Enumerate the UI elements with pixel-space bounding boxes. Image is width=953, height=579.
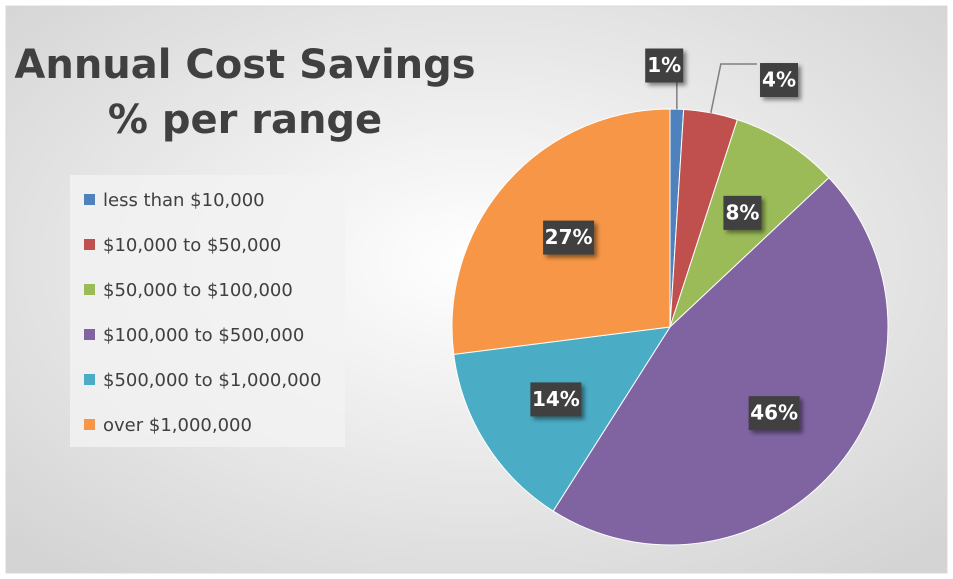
legend-swatch — [84, 194, 95, 205]
data-label-box — [760, 63, 799, 98]
data-label: 14% — [532, 387, 580, 411]
data-label-box — [723, 195, 762, 230]
data-label: 46% — [750, 401, 798, 425]
data-label: 8% — [725, 200, 759, 224]
data-label-box — [543, 220, 595, 255]
data-label: 1% — [647, 53, 681, 77]
data-label: 27% — [545, 225, 593, 249]
pie-slice — [453, 326, 671, 512]
legend-label: $10,000 to $50,000 — [103, 235, 281, 256]
pie-slice — [552, 177, 889, 546]
leader-line — [710, 63, 758, 114]
legend-swatch — [84, 374, 95, 385]
legend-swatch — [84, 329, 95, 340]
legend-swatch — [84, 419, 95, 430]
data-label-box — [645, 48, 684, 83]
legend-swatch — [84, 239, 95, 250]
data-label: 4% — [762, 68, 796, 92]
legend-label: $50,000 to $100,000 — [103, 280, 293, 301]
legend-box — [70, 175, 345, 447]
legend-label: $100,000 to $500,000 — [103, 325, 304, 346]
legend-label: $500,000 to $1,000,000 — [103, 370, 321, 391]
legend-swatch — [84, 284, 95, 295]
data-label-box — [748, 396, 800, 431]
legend-label: over $1,000,000 — [103, 415, 252, 436]
chart-title: % per range — [108, 97, 382, 143]
chart-title: Annual Cost Savings — [14, 42, 475, 88]
data-label-box — [530, 382, 582, 417]
legend-label: less than $10,000 — [103, 190, 265, 211]
